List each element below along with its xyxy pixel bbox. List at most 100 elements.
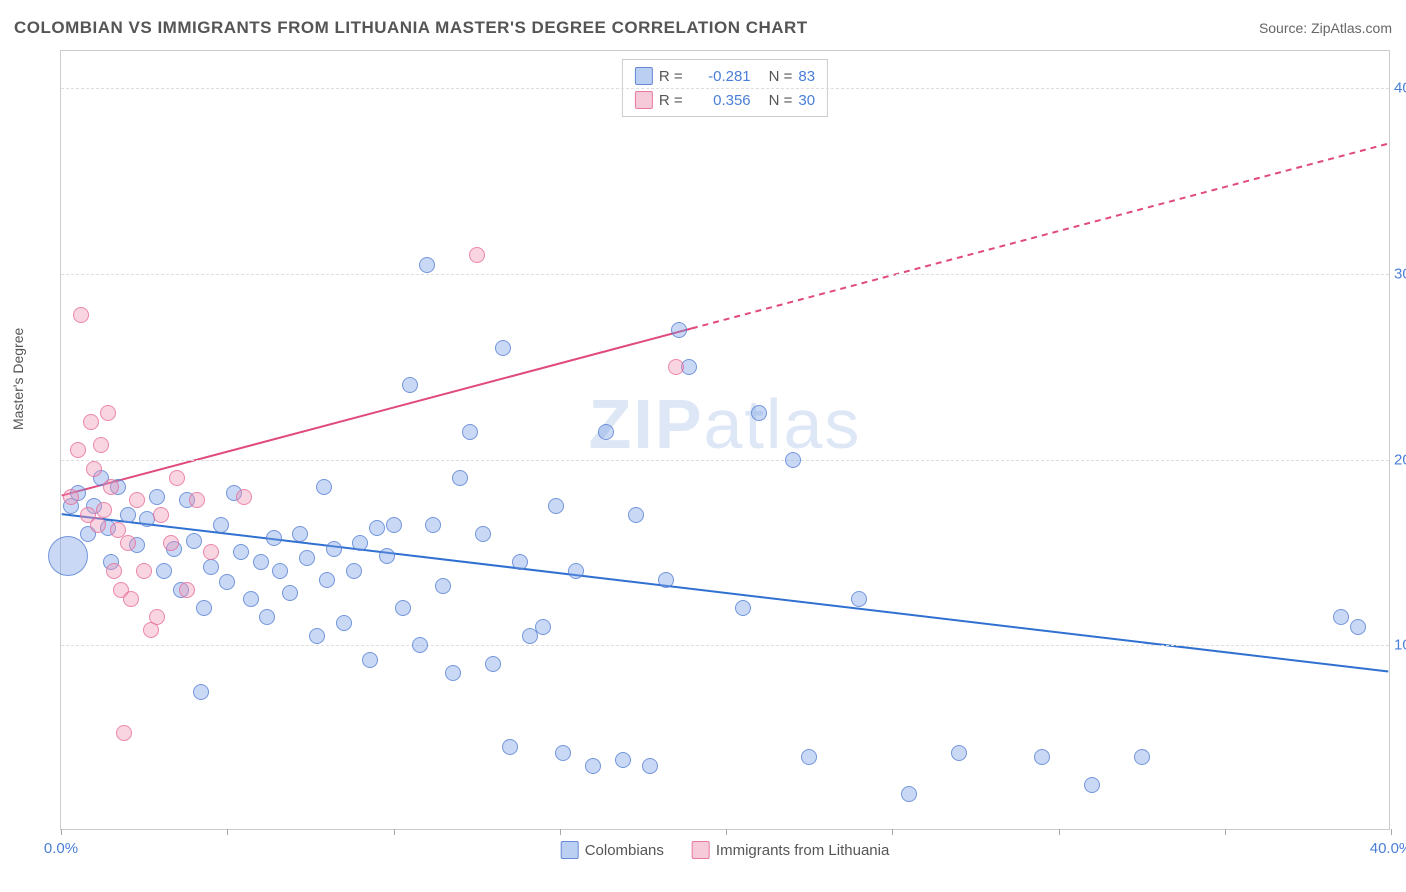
legend-label: Immigrants from Lithuania bbox=[716, 842, 889, 859]
data-point bbox=[785, 452, 801, 468]
data-point bbox=[1350, 619, 1366, 635]
legend-bottom: Colombians Immigrants from Lithuania bbox=[561, 841, 890, 859]
trend-lines bbox=[61, 51, 1389, 829]
legend-item: Colombians bbox=[561, 841, 664, 859]
data-point bbox=[671, 322, 687, 338]
x-tick-label: 40.0% bbox=[1370, 840, 1406, 857]
data-point bbox=[243, 591, 259, 607]
data-point bbox=[266, 530, 282, 546]
data-point bbox=[1333, 609, 1349, 625]
legend-swatch bbox=[692, 841, 710, 859]
data-point bbox=[512, 554, 528, 570]
data-point bbox=[901, 786, 917, 802]
legend-n-value: 83 bbox=[798, 68, 815, 85]
data-point bbox=[568, 563, 584, 579]
data-point bbox=[203, 559, 219, 575]
data-point bbox=[196, 600, 212, 616]
data-point bbox=[362, 652, 378, 668]
data-point bbox=[106, 563, 122, 579]
data-point bbox=[149, 489, 165, 505]
watermark: ZIPatlas bbox=[589, 384, 862, 464]
data-point bbox=[48, 536, 88, 576]
legend-label: Colombians bbox=[585, 842, 664, 859]
data-point bbox=[475, 526, 491, 542]
grid-line bbox=[61, 274, 1389, 275]
x-tick bbox=[1059, 829, 1060, 835]
legend-swatch bbox=[635, 67, 653, 85]
data-point bbox=[236, 489, 252, 505]
data-point bbox=[63, 489, 79, 505]
x-tick bbox=[726, 829, 727, 835]
legend-row: R = -0.281 N = 83 bbox=[635, 64, 815, 88]
data-point bbox=[452, 470, 468, 486]
legend-r-value: 0.356 bbox=[689, 92, 751, 109]
data-point bbox=[658, 572, 674, 588]
x-tick bbox=[227, 829, 228, 835]
data-point bbox=[369, 520, 385, 536]
y-tick-label: 30.0% bbox=[1394, 265, 1406, 282]
data-point bbox=[735, 600, 751, 616]
legend-r-label: R = bbox=[659, 68, 683, 85]
data-point bbox=[598, 424, 614, 440]
data-point bbox=[462, 424, 478, 440]
data-point bbox=[253, 554, 269, 570]
legend-swatch bbox=[635, 91, 653, 109]
x-tick bbox=[560, 829, 561, 835]
source-label: Source: ZipAtlas.com bbox=[1259, 20, 1392, 36]
data-point bbox=[642, 758, 658, 774]
data-point bbox=[136, 563, 152, 579]
data-point bbox=[129, 492, 145, 508]
data-point bbox=[445, 665, 461, 681]
data-point bbox=[326, 541, 342, 557]
data-point bbox=[851, 591, 867, 607]
x-tick-label: 0.0% bbox=[44, 840, 78, 857]
x-tick bbox=[61, 829, 62, 835]
data-point bbox=[309, 628, 325, 644]
data-point bbox=[751, 405, 767, 421]
data-point bbox=[189, 492, 205, 508]
data-point bbox=[801, 749, 817, 765]
data-point bbox=[419, 257, 435, 273]
data-point bbox=[502, 739, 518, 755]
legend-swatch bbox=[561, 841, 579, 859]
data-point bbox=[123, 591, 139, 607]
data-point bbox=[352, 535, 368, 551]
data-point bbox=[395, 600, 411, 616]
x-tick bbox=[1391, 829, 1392, 835]
legend-r-label: R = bbox=[659, 92, 683, 109]
data-point bbox=[86, 461, 102, 477]
data-point bbox=[425, 517, 441, 533]
data-point bbox=[169, 470, 185, 486]
data-point bbox=[103, 479, 119, 495]
data-point bbox=[485, 656, 501, 672]
grid-line bbox=[61, 645, 1389, 646]
data-point bbox=[93, 437, 109, 453]
data-point bbox=[402, 377, 418, 393]
data-point bbox=[90, 517, 106, 533]
data-point bbox=[316, 479, 332, 495]
legend-n-label: N = bbox=[769, 92, 793, 109]
data-point bbox=[615, 752, 631, 768]
data-point bbox=[379, 548, 395, 564]
data-point bbox=[179, 582, 195, 598]
data-point bbox=[149, 609, 165, 625]
y-tick-label: 40.0% bbox=[1394, 80, 1406, 97]
data-point bbox=[495, 340, 511, 356]
data-point bbox=[73, 307, 89, 323]
data-point bbox=[203, 544, 219, 560]
data-point bbox=[548, 498, 564, 514]
data-point bbox=[386, 517, 402, 533]
y-tick-label: 20.0% bbox=[1394, 451, 1406, 468]
data-point bbox=[1034, 749, 1050, 765]
data-point bbox=[1084, 777, 1100, 793]
data-point bbox=[233, 544, 249, 560]
data-point bbox=[435, 578, 451, 594]
legend-row: R = 0.356 N = 30 bbox=[635, 88, 815, 112]
data-point bbox=[96, 502, 112, 518]
data-point bbox=[336, 615, 352, 631]
data-point bbox=[219, 574, 235, 590]
x-tick bbox=[1225, 829, 1226, 835]
legend-r-value: -0.281 bbox=[689, 68, 751, 85]
data-point bbox=[1134, 749, 1150, 765]
data-point bbox=[282, 585, 298, 601]
